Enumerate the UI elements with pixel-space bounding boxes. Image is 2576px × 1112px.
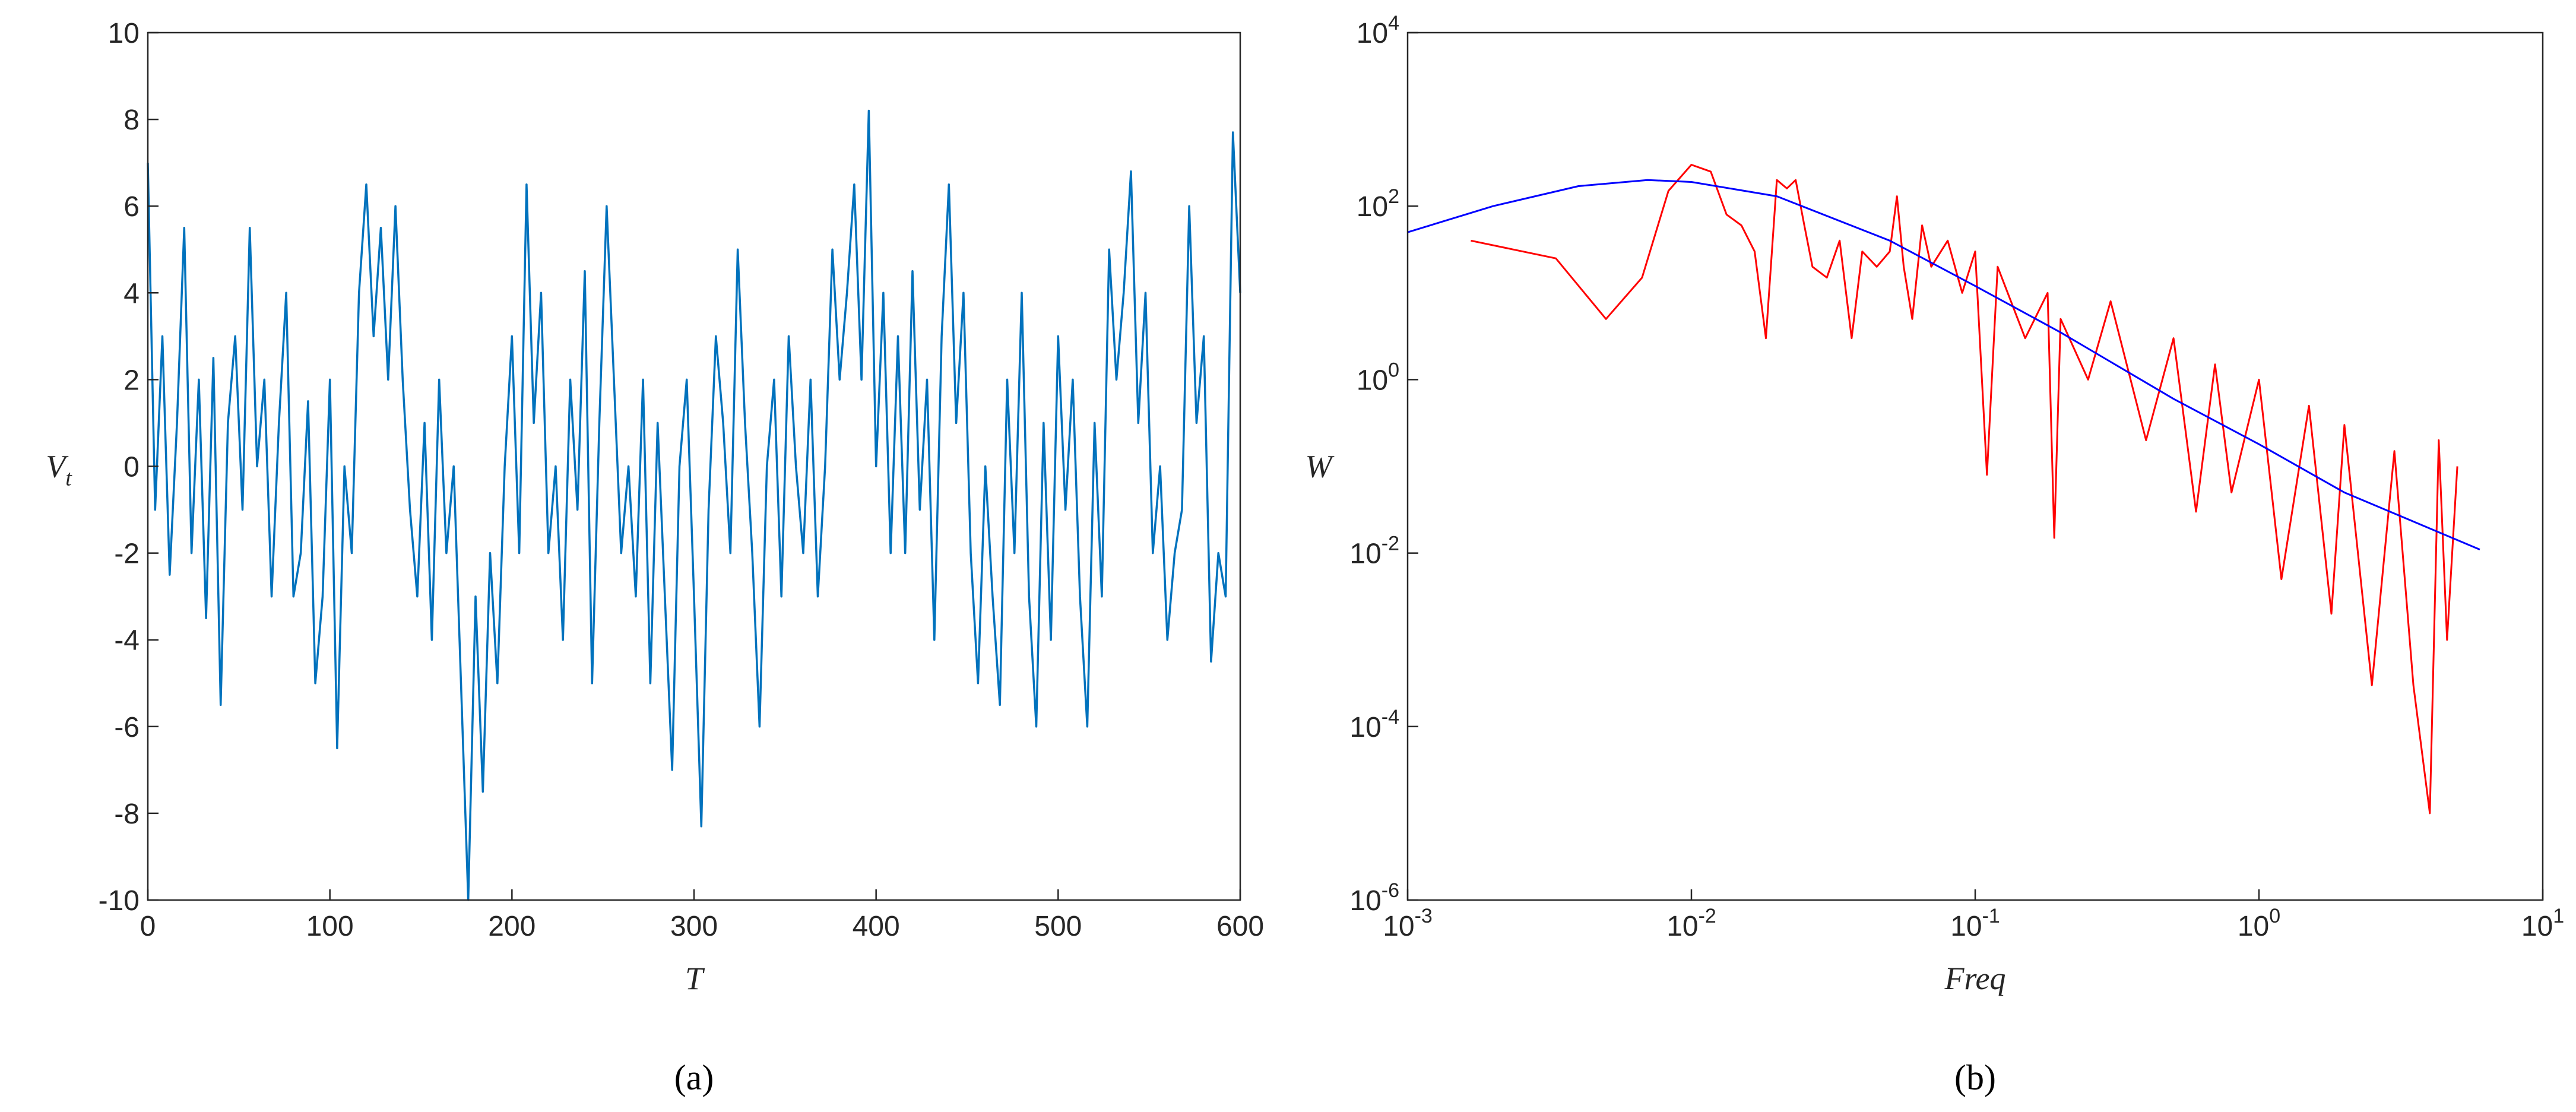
tick-base: 10 (1383, 911, 1414, 942)
plot-frame (1406, 31, 2544, 901)
caption: (b) (1954, 1058, 1996, 1097)
x-tick-label: 100 (306, 911, 354, 942)
y-tick-label: 10-6 (1349, 879, 1399, 917)
y-tick-label: 4 (123, 278, 140, 309)
tick-exponent: 1 (2553, 905, 2564, 927)
y-tick-label: 104 (1357, 12, 1399, 49)
tick-base: 10 (1349, 712, 1381, 743)
tick-exponent: 2 (1388, 185, 1399, 208)
y-tick-label: -6 (114, 712, 140, 743)
y-tick-label: 102 (1357, 185, 1399, 223)
tick-exponent: -3 (1415, 905, 1433, 927)
y-tick-label: 100 (1357, 359, 1399, 396)
x-axis-label: Freq (1944, 961, 2006, 996)
x-tick-label: 101 (2521, 905, 2564, 942)
x-tick-label: 0 (140, 911, 156, 942)
x-tick-label: 10-2 (1666, 905, 1716, 942)
y-tick-label: 6 (123, 191, 140, 223)
x-tick-label: 100 (2238, 905, 2280, 942)
tick-exponent: -2 (1382, 533, 1399, 555)
tick-base: 10 (1349, 538, 1381, 570)
x-tick-label: 600 (1216, 911, 1264, 942)
y-axis-label: Vt (46, 449, 72, 491)
caption: (a) (674, 1058, 714, 1097)
tick-base: 10 (1357, 18, 1388, 49)
tick-exponent: 0 (2269, 905, 2280, 927)
x-tick-label: 300 (670, 911, 718, 942)
series-line (1471, 164, 2458, 815)
tick-base: 10 (1349, 885, 1381, 917)
y-tick-label: 10-4 (1349, 706, 1399, 743)
y-tick-label: -8 (114, 799, 140, 830)
y-axis-label: W (1306, 449, 1335, 484)
y-tick-label: -4 (114, 625, 140, 657)
x-tick-label: 500 (1034, 911, 1082, 942)
tick-base: 10 (1357, 191, 1388, 223)
series-line (147, 109, 1241, 901)
series-line (1407, 179, 2480, 550)
x-tick-label: 200 (488, 911, 536, 942)
x-axis-label: T (685, 961, 705, 996)
tick-exponent: -2 (1699, 905, 1716, 927)
tick-exponent: -1 (1982, 905, 2000, 927)
y-axis-label-main: V (46, 449, 69, 484)
tick-exponent: 4 (1388, 12, 1399, 34)
tick-base: 10 (1666, 911, 1698, 942)
tick-exponent: -4 (1382, 706, 1399, 728)
x-tick-label: 10-1 (1950, 905, 2000, 942)
tick-base: 10 (2521, 911, 2553, 942)
y-tick-label: 10 (108, 18, 140, 49)
tick-exponent: -6 (1382, 879, 1399, 902)
y-axis-label-sub: t (65, 466, 72, 491)
tick-base: 10 (1950, 911, 1982, 942)
y-axis-label-main: W (1306, 449, 1335, 484)
tick-base: 10 (1357, 365, 1388, 396)
x-tick-label: 400 (853, 911, 900, 942)
y-tick-label: -10 (99, 885, 140, 917)
tick-base: 10 (2238, 911, 2269, 942)
y-tick-label: 0 (123, 452, 140, 483)
y-tick-label: 10-2 (1349, 533, 1399, 570)
y-tick-label: 8 (123, 104, 140, 136)
tick-exponent: 0 (1388, 359, 1399, 381)
x-tick-label: 10-3 (1383, 905, 1433, 942)
y-tick-label: -2 (114, 538, 140, 570)
y-tick-label: 2 (123, 365, 140, 396)
